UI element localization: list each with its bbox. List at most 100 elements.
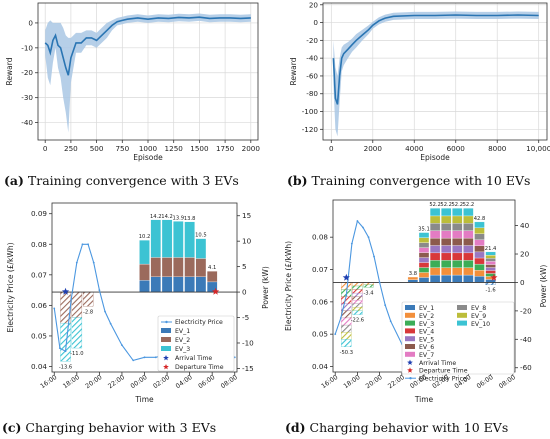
panel-c: -13.6 -11.0 -2.8 10.2 14.2 14.2 13.9 13.8 10.5 4.… [0, 195, 275, 420]
caption-a-tag: (a) [4, 173, 24, 188]
x-tick-label: 04:00 [174, 373, 194, 390]
price-point [87, 243, 89, 246]
y-tick-label: -40 [306, 54, 318, 63]
bar-segment [474, 251, 485, 259]
bar-segment [474, 233, 485, 240]
bar-segment [418, 232, 430, 238]
y-tick-label: 0.06 [31, 301, 47, 310]
legend-swatch [161, 337, 171, 342]
y-tick-label: 0.08 [31, 240, 47, 249]
y-tick-label: 0.09 [31, 209, 47, 218]
price-point [104, 310, 106, 313]
x-tick-label: 2000 [242, 144, 261, 153]
x-tick-label: 500 [90, 144, 104, 153]
chart-b: 0 2000 4000 6000 8000 10,000 20 0 -20 -40 -60 -80 -1… [289, 0, 550, 162]
bar-segment [184, 221, 195, 258]
price-point [373, 255, 375, 258]
caption-d-tag: (d) [285, 420, 306, 435]
y-tick-label: -80 [306, 89, 318, 98]
bar-segment-discharge [352, 300, 363, 304]
bar-total-label: 14.2 [150, 214, 162, 220]
legend-swatch [405, 320, 415, 326]
y2-tick-label: 5 [242, 262, 247, 271]
y-axis-label: Reward [289, 57, 298, 85]
x-axis-label: Episode [420, 153, 450, 162]
legend-label: Departure Time [175, 364, 224, 371]
bar-segment [452, 230, 463, 239]
bar-segment-discharge [352, 289, 363, 294]
bar-segment [429, 245, 441, 254]
y2-tick-label: 0 [520, 278, 525, 287]
bar-segment [474, 270, 485, 277]
legend-swatch [163, 364, 169, 370]
price-point [362, 226, 364, 229]
bar-segment [407, 276, 419, 280]
bar-segment [463, 237, 474, 246]
bar-segment-discharge [71, 317, 83, 349]
y2-tick-label: -60 [520, 363, 532, 372]
legend-label: Arrival Time [419, 360, 456, 367]
price-point [384, 304, 387, 306]
bar-segment [429, 237, 441, 246]
x-tick-label: 6000 [447, 144, 466, 153]
x-tick-label: 06:00 [197, 373, 217, 390]
y-tick-label: -10 [21, 43, 33, 52]
legend: Electricity Price EV_1 EV_2 EV_3 Arrival Tim… [157, 315, 235, 372]
bar-segment [139, 263, 150, 281]
bar-segment-discharge [341, 332, 352, 340]
price-point [109, 322, 112, 325]
legend: EV_1EV_2EV_3EV_4EV_5EV_6EV_7 EV_8EV_9EV_1… [401, 301, 515, 382]
x-tick-label: 8000 [488, 144, 507, 153]
bar-segment [429, 208, 441, 217]
bar-segment [173, 257, 184, 277]
bar-total-label: 13.8 [184, 216, 196, 222]
legend-swatch [457, 305, 467, 310]
y-axis-label: Reward [5, 57, 14, 85]
bar-segment [463, 208, 474, 217]
caption-d: (d) Charging behavior with 10 EVs [285, 420, 508, 435]
bar-segment [474, 263, 485, 271]
price-point [53, 307, 56, 310]
caption-a-text: Training convergence with 3 EVs [23, 173, 239, 188]
x-axis-label: Episode [133, 153, 163, 162]
legend-swatch [457, 312, 467, 318]
bar-segment [418, 267, 430, 273]
price-point [143, 356, 146, 359]
x-tick-label: 250 [64, 144, 78, 153]
x-tick-label: 1750 [216, 144, 235, 153]
caption-c-tag: (c) [2, 420, 22, 435]
y-tick-label: 0.08 [312, 233, 328, 242]
legend-swatch [161, 346, 171, 351]
legend-swatch [405, 336, 415, 342]
caption-b-tag: (b) [287, 173, 308, 188]
y-tick-label: 0.04 [31, 362, 47, 371]
bar-segment [441, 237, 452, 246]
legend-label: EV_2 [175, 337, 190, 344]
bar-segment [441, 252, 452, 261]
legend-swatch [407, 359, 413, 365]
y-tick-label: -100 [302, 107, 319, 116]
bar-segment [429, 274, 441, 283]
bar-segment [463, 215, 474, 224]
x-tick-label: 0 [329, 144, 334, 153]
bar-segment-discharge [352, 292, 363, 297]
bar-segment [452, 267, 463, 276]
legend-swatch [405, 351, 415, 357]
panel-a: 0 250 500 750 1000 1250 1500 1750 2000 0 -10 -20 -30… [0, 0, 262, 170]
bar-segment [173, 221, 184, 258]
bar-segment [429, 230, 441, 239]
y-tick-label: 0 [313, 18, 318, 27]
bar-segment [474, 221, 485, 229]
legend-swatch [409, 377, 412, 380]
bar-segment [418, 247, 430, 253]
x-axis-label: Time [134, 395, 154, 404]
y-tick-label: 0 [28, 18, 33, 27]
y-tick-label: 0.05 [312, 330, 328, 339]
x-tick-label: 08:00 [497, 373, 517, 390]
bar-total-label: -22.6 [351, 318, 364, 324]
bar-segment-discharge [60, 322, 71, 362]
bar-segment [474, 245, 485, 253]
legend-swatch [161, 328, 171, 333]
bar-segment [463, 245, 474, 254]
bar-segment [161, 276, 173, 293]
